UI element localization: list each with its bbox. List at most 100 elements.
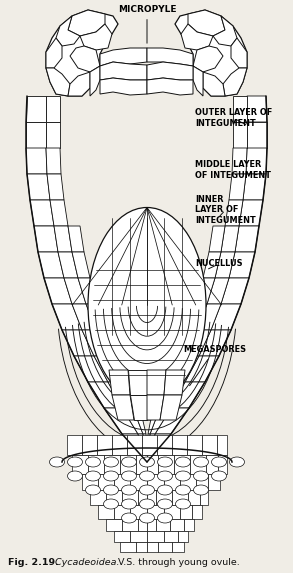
Polygon shape <box>200 490 208 505</box>
Polygon shape <box>193 66 203 96</box>
Ellipse shape <box>122 471 137 481</box>
Polygon shape <box>82 474 98 490</box>
Polygon shape <box>112 435 127 455</box>
Polygon shape <box>163 356 185 382</box>
Ellipse shape <box>103 457 118 467</box>
Polygon shape <box>233 96 247 122</box>
Text: MIDDLE LAYER
OF INTEGUMENT: MIDDLE LAYER OF INTEGUMENT <box>195 160 271 180</box>
Text: NUCELLUS: NUCELLUS <box>195 260 243 269</box>
Text: Cycadeoidea.: Cycadeoidea. <box>52 558 120 567</box>
Polygon shape <box>181 24 213 50</box>
Polygon shape <box>94 356 120 382</box>
Polygon shape <box>192 505 202 519</box>
Ellipse shape <box>139 513 154 523</box>
Polygon shape <box>147 490 156 505</box>
Polygon shape <box>211 304 241 330</box>
Polygon shape <box>108 382 133 408</box>
Text: Fig. 2.19.: Fig. 2.19. <box>8 558 59 567</box>
Polygon shape <box>114 474 130 490</box>
Polygon shape <box>52 304 82 330</box>
Polygon shape <box>223 68 247 96</box>
Polygon shape <box>122 519 138 531</box>
Polygon shape <box>72 455 88 474</box>
Ellipse shape <box>158 499 173 509</box>
Polygon shape <box>178 531 188 542</box>
Polygon shape <box>26 96 46 122</box>
Polygon shape <box>175 10 247 96</box>
Polygon shape <box>100 62 147 80</box>
Polygon shape <box>217 435 227 455</box>
Polygon shape <box>157 435 172 455</box>
Polygon shape <box>175 330 197 356</box>
Polygon shape <box>150 408 171 434</box>
Polygon shape <box>130 474 147 490</box>
Polygon shape <box>185 304 207 330</box>
Polygon shape <box>164 370 185 395</box>
Polygon shape <box>185 356 219 382</box>
Polygon shape <box>185 330 211 356</box>
Text: MICROPYLE: MICROPYLE <box>118 5 176 43</box>
Polygon shape <box>235 226 259 252</box>
Polygon shape <box>100 78 147 95</box>
Text: INNER
LAYER OF
INTEGUMENT: INNER LAYER OF INTEGUMENT <box>195 195 256 225</box>
Ellipse shape <box>86 485 100 495</box>
Text: V.S. through young ovule.: V.S. through young ovule. <box>115 558 240 567</box>
Polygon shape <box>143 434 147 462</box>
Polygon shape <box>114 531 130 542</box>
Polygon shape <box>104 455 120 474</box>
Polygon shape <box>74 356 108 382</box>
Polygon shape <box>56 16 80 46</box>
Ellipse shape <box>158 471 173 481</box>
Polygon shape <box>147 455 158 474</box>
Polygon shape <box>147 370 166 395</box>
Polygon shape <box>164 474 180 490</box>
Polygon shape <box>147 531 164 542</box>
Polygon shape <box>106 490 122 505</box>
Polygon shape <box>148 408 160 434</box>
Polygon shape <box>98 505 114 519</box>
Ellipse shape <box>158 513 173 523</box>
Polygon shape <box>232 148 247 174</box>
Polygon shape <box>90 490 106 505</box>
Polygon shape <box>34 226 58 252</box>
Polygon shape <box>147 62 193 80</box>
Polygon shape <box>174 455 190 474</box>
Polygon shape <box>231 38 247 68</box>
Polygon shape <box>72 304 96 330</box>
Polygon shape <box>30 200 54 226</box>
Ellipse shape <box>103 471 118 481</box>
Ellipse shape <box>176 471 190 481</box>
Polygon shape <box>195 278 215 304</box>
Polygon shape <box>209 226 225 252</box>
Polygon shape <box>78 278 98 304</box>
Polygon shape <box>142 435 157 455</box>
Polygon shape <box>147 395 164 420</box>
Polygon shape <box>68 10 105 36</box>
Polygon shape <box>136 542 147 552</box>
Polygon shape <box>229 174 246 200</box>
Ellipse shape <box>86 471 100 481</box>
Polygon shape <box>147 434 171 462</box>
Polygon shape <box>128 370 147 395</box>
Polygon shape <box>208 474 220 490</box>
Polygon shape <box>215 252 235 278</box>
Polygon shape <box>26 122 46 148</box>
Polygon shape <box>127 435 142 455</box>
Polygon shape <box>172 490 188 505</box>
Polygon shape <box>120 382 140 408</box>
Polygon shape <box>196 474 208 490</box>
Polygon shape <box>247 122 267 148</box>
Polygon shape <box>104 408 138 434</box>
Polygon shape <box>68 72 90 96</box>
Polygon shape <box>158 455 174 474</box>
Polygon shape <box>171 382 205 408</box>
Polygon shape <box>147 434 155 462</box>
Polygon shape <box>218 455 227 474</box>
Polygon shape <box>70 46 100 72</box>
Polygon shape <box>106 519 122 531</box>
Polygon shape <box>27 174 50 200</box>
Polygon shape <box>202 435 217 455</box>
Polygon shape <box>147 78 193 95</box>
Polygon shape <box>108 356 130 382</box>
Polygon shape <box>46 96 60 122</box>
